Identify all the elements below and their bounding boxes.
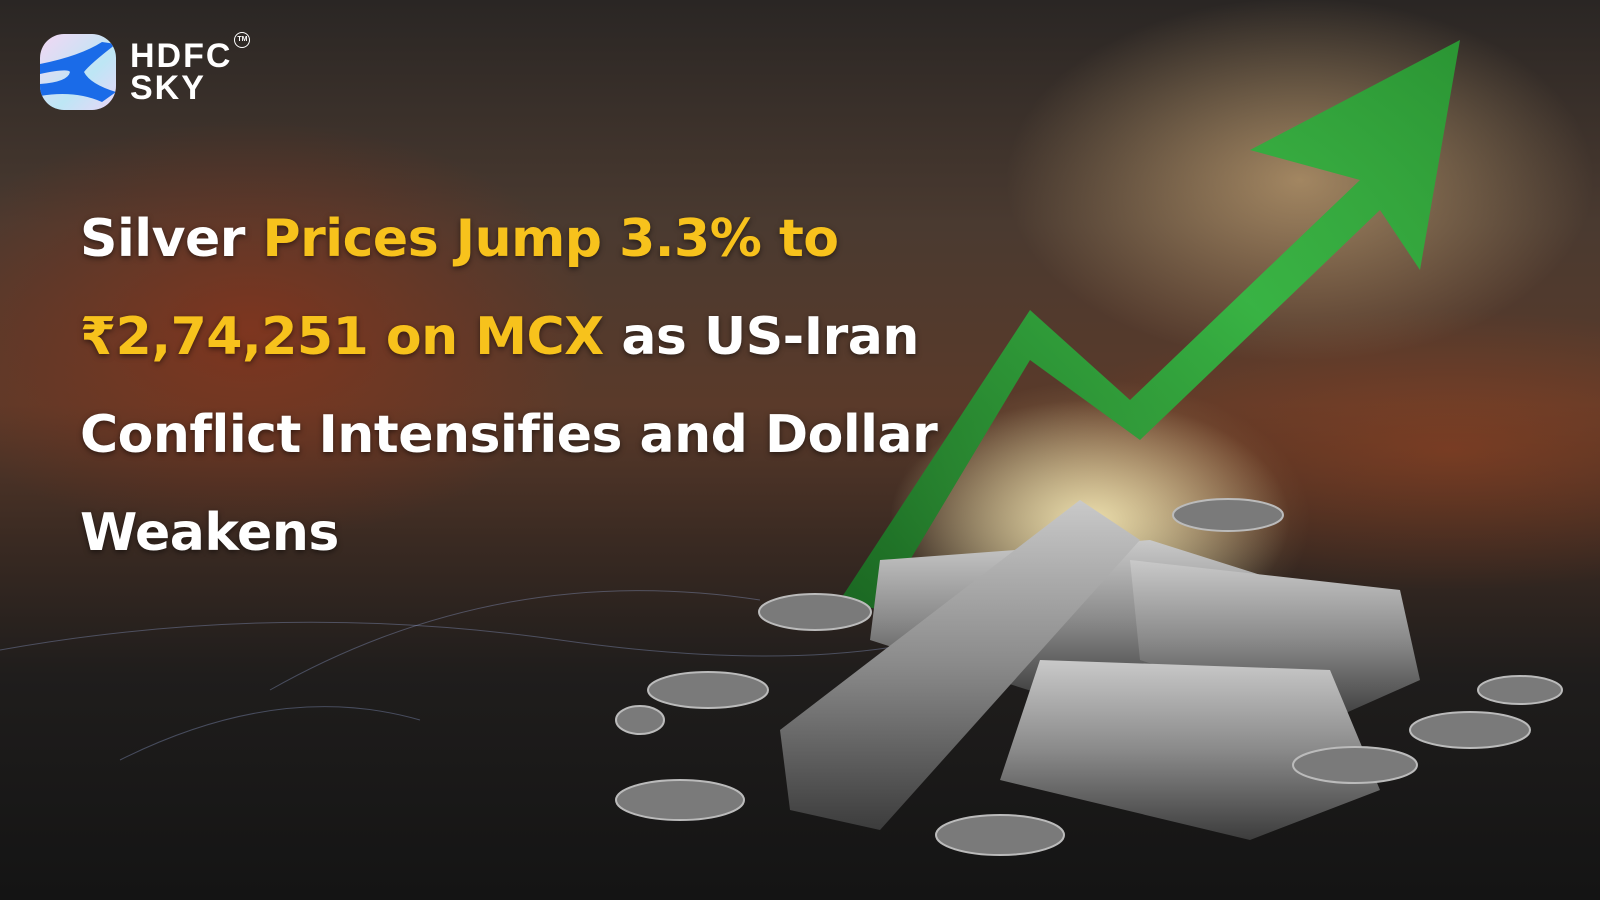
- brand-line-2: SKY: [130, 69, 206, 107]
- trademark-symbol: TM: [234, 32, 251, 48]
- growth-arrow: [840, 40, 1460, 610]
- world-map-lines: [0, 590, 1001, 761]
- headline-line-1: Silver Prices Jump 3.3% to: [80, 190, 980, 288]
- brand-line-1: HDFC: [130, 37, 233, 75]
- headline-line-3: Conflict Intensifies and Dollar: [80, 405, 938, 465]
- hdfc-sky-logo-icon: [40, 34, 116, 110]
- hdfc-sky-logo: HDFC SKY TM: [40, 32, 251, 110]
- headline-highlight: ₹2,74,251 on MCX: [80, 307, 604, 367]
- headline-line-2: ₹2,74,251 on MCX as US-Iran: [80, 288, 980, 386]
- headline: Silver Prices Jump 3.3% to ₹2,74,251 on …: [80, 190, 980, 582]
- silver-bars: [780, 500, 1420, 840]
- brand-name: HDFC SKY TM: [130, 32, 251, 107]
- silver-coins: [615, 498, 1563, 856]
- headline-text: Silver: [80, 209, 263, 269]
- headline-highlight: Prices Jump 3.3% to: [262, 209, 840, 269]
- headline-line-4: Weakens: [80, 503, 339, 563]
- headline-text: as US-Iran: [603, 307, 919, 367]
